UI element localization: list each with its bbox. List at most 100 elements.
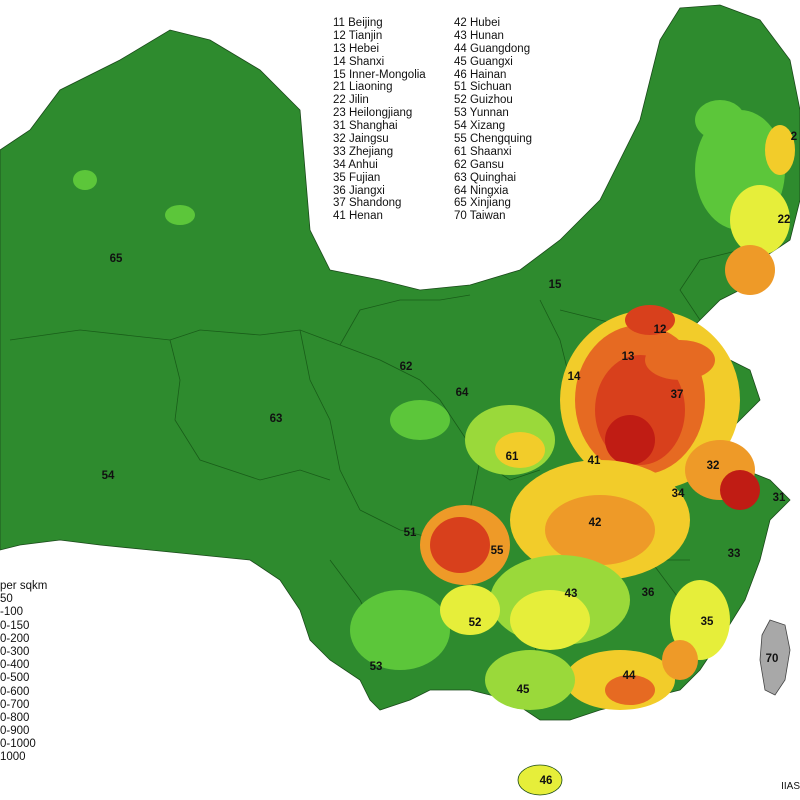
province-label-63: 63	[270, 413, 283, 425]
province-code-entry: 45 Guangxi	[454, 55, 513, 68]
legend-item-label: 0-150	[0, 619, 30, 632]
province-label-2: 2	[791, 131, 797, 143]
province-label-41: 41	[588, 455, 601, 467]
province-code-entry: 61 Shaanxi	[454, 145, 512, 158]
province-label-14: 14	[568, 371, 581, 383]
density-legend: per sqkm 50 -100 0-150 0-200 0-300 0-400 0-500…	[0, 580, 47, 765]
province-label-36: 36	[642, 587, 655, 599]
province-label-54: 54	[102, 470, 115, 482]
province-code-entry: 37 Shandong	[333, 197, 402, 210]
province-label-46: 46	[540, 775, 553, 787]
province-code-entry: 42 Hubei	[454, 17, 501, 29]
legend-item: 0-150	[0, 620, 47, 633]
province-label-44: 44	[623, 670, 636, 682]
legend-item-label: 0-1000	[0, 738, 36, 751]
province-label-52: 52	[469, 617, 482, 629]
hainan-shape	[517, 764, 563, 796]
province-label-65: 65	[110, 253, 123, 265]
province-code-entry: 55 Chengquing	[454, 133, 533, 146]
province-label-62: 62	[400, 361, 413, 373]
legend-item: 0-300	[0, 646, 47, 659]
province-code-entry: 46 Hainan	[454, 68, 507, 81]
province-label-37: 37	[671, 389, 684, 401]
province-label-34: 34	[672, 488, 685, 500]
province-code-entry: 51 Sichuan	[454, 81, 512, 94]
province-label-45: 45	[517, 684, 530, 696]
legend-item: 0-1000	[0, 738, 47, 751]
province-label-12: 12	[654, 324, 667, 336]
province-label-22: 22	[778, 214, 791, 226]
legend-item: 0-900	[0, 725, 47, 738]
province-code-entry: 64 Ningxia	[454, 184, 509, 197]
province-label-64: 64	[456, 387, 469, 399]
province-code-entry: 35 Fujian	[333, 171, 381, 184]
province-code-entry: 62 Gansu	[454, 158, 504, 171]
legend-title: per sqkm	[0, 580, 48, 592]
density-patches	[73, 100, 795, 710]
province-label-55: 55	[491, 545, 504, 557]
province-code-entry: 52 Guizhou	[454, 94, 513, 107]
province-code-entry: 41 Henan	[333, 210, 383, 223]
province-code-entry: 33 Zhejiang	[333, 145, 394, 158]
province-code-entry: 21 Liaoning	[333, 81, 393, 94]
province-label-43: 43	[565, 588, 578, 600]
legend-item: 1000	[0, 751, 47, 764]
legend-item: 0-600	[0, 686, 47, 699]
province-label-13: 13	[622, 351, 635, 363]
taiwan-shape	[759, 619, 791, 696]
province-label-15: 15	[549, 279, 562, 291]
province-label-35: 35	[701, 616, 714, 628]
province-code-entry: 32 Jaingsu	[333, 133, 389, 146]
legend-item-label: 0-700	[0, 698, 30, 711]
province-label-53: 53	[370, 661, 383, 673]
legend-item: 0-700	[0, 699, 47, 712]
legend-item: -100	[0, 606, 47, 619]
legend-item: 0-200	[0, 633, 47, 646]
credit-text: IIAS	[781, 781, 800, 792]
province-label-70: 70	[766, 653, 779, 665]
legend-item-label: 0-300	[0, 645, 30, 658]
legend-item-label: -100	[0, 606, 24, 619]
province-code-entry: 22 Jilin	[333, 94, 369, 107]
province-code-labels: 65 54 63 62 64 15 14 13 12 37 41 61 32 34 31 42 51 55 33 36…	[102, 131, 798, 787]
legend-item-label: 0-800	[0, 711, 30, 724]
legend-item-label: 0-600	[0, 685, 30, 698]
legend-item: 0-500	[0, 672, 47, 685]
legend-item-label: 0-200	[0, 632, 30, 645]
province-code-entry: 65 Xinjiang	[454, 197, 511, 210]
legend-item: 0-800	[0, 712, 47, 725]
legend-item-label: 0-400	[0, 659, 30, 672]
province-code-entry: 13 Hebei	[333, 42, 380, 55]
legend-item-label: 1000	[0, 751, 26, 764]
province-label-31: 31	[773, 492, 786, 504]
province-label-42: 42	[589, 517, 602, 529]
province-code-entry: 14 Shanxi	[333, 55, 385, 68]
province-code-list-col1: 11 Beijing 12 Tianjin 13 Hebei 14 Shanxi 15 …	[333, 17, 426, 223]
province-code-entry: 36 Jiangxi	[333, 184, 385, 197]
province-code-entry: 15 Inner-Mongolia	[333, 68, 426, 81]
province-label-32: 32	[707, 460, 720, 472]
legend-item: 50	[0, 593, 47, 606]
province-code-entry: 54 Xizang	[454, 120, 506, 133]
legend-item: 0-400	[0, 659, 47, 672]
province-code-entry: 43 Hunan	[454, 29, 504, 42]
province-code-list-col2: 42 Hubei 43 Hunan 44 Guangdong 45 Guangxi 46…	[454, 17, 532, 223]
province-label-33: 33	[728, 548, 741, 560]
legend-item-label: 50	[0, 593, 13, 606]
province-code-entry: 23 Heilongjiang	[333, 107, 413, 120]
province-code-entry: 11 Beijing	[333, 17, 383, 29]
legend-rows: 50 -100 0-150 0-200 0-300 0-400 0-500 0-600 0-70…	[0, 593, 47, 764]
province-code-entry: 70 Taiwan	[454, 210, 506, 223]
province-code-entry: 31 Shanghai	[333, 120, 398, 133]
province-code-entry: 53 Yunnan	[454, 107, 509, 120]
legend-item-label: 0-500	[0, 672, 30, 685]
province-code-entry: 44 Guangdong	[454, 42, 531, 55]
province-label-51: 51	[404, 527, 417, 539]
province-code-entry: 12 Tianjin	[333, 29, 383, 42]
legend-item-label: 0-900	[0, 725, 30, 738]
province-code-entry: 34 Anhui	[333, 158, 378, 171]
province-label-61: 61	[506, 451, 519, 463]
province-code-entry: 63 Quinghai	[454, 171, 517, 184]
